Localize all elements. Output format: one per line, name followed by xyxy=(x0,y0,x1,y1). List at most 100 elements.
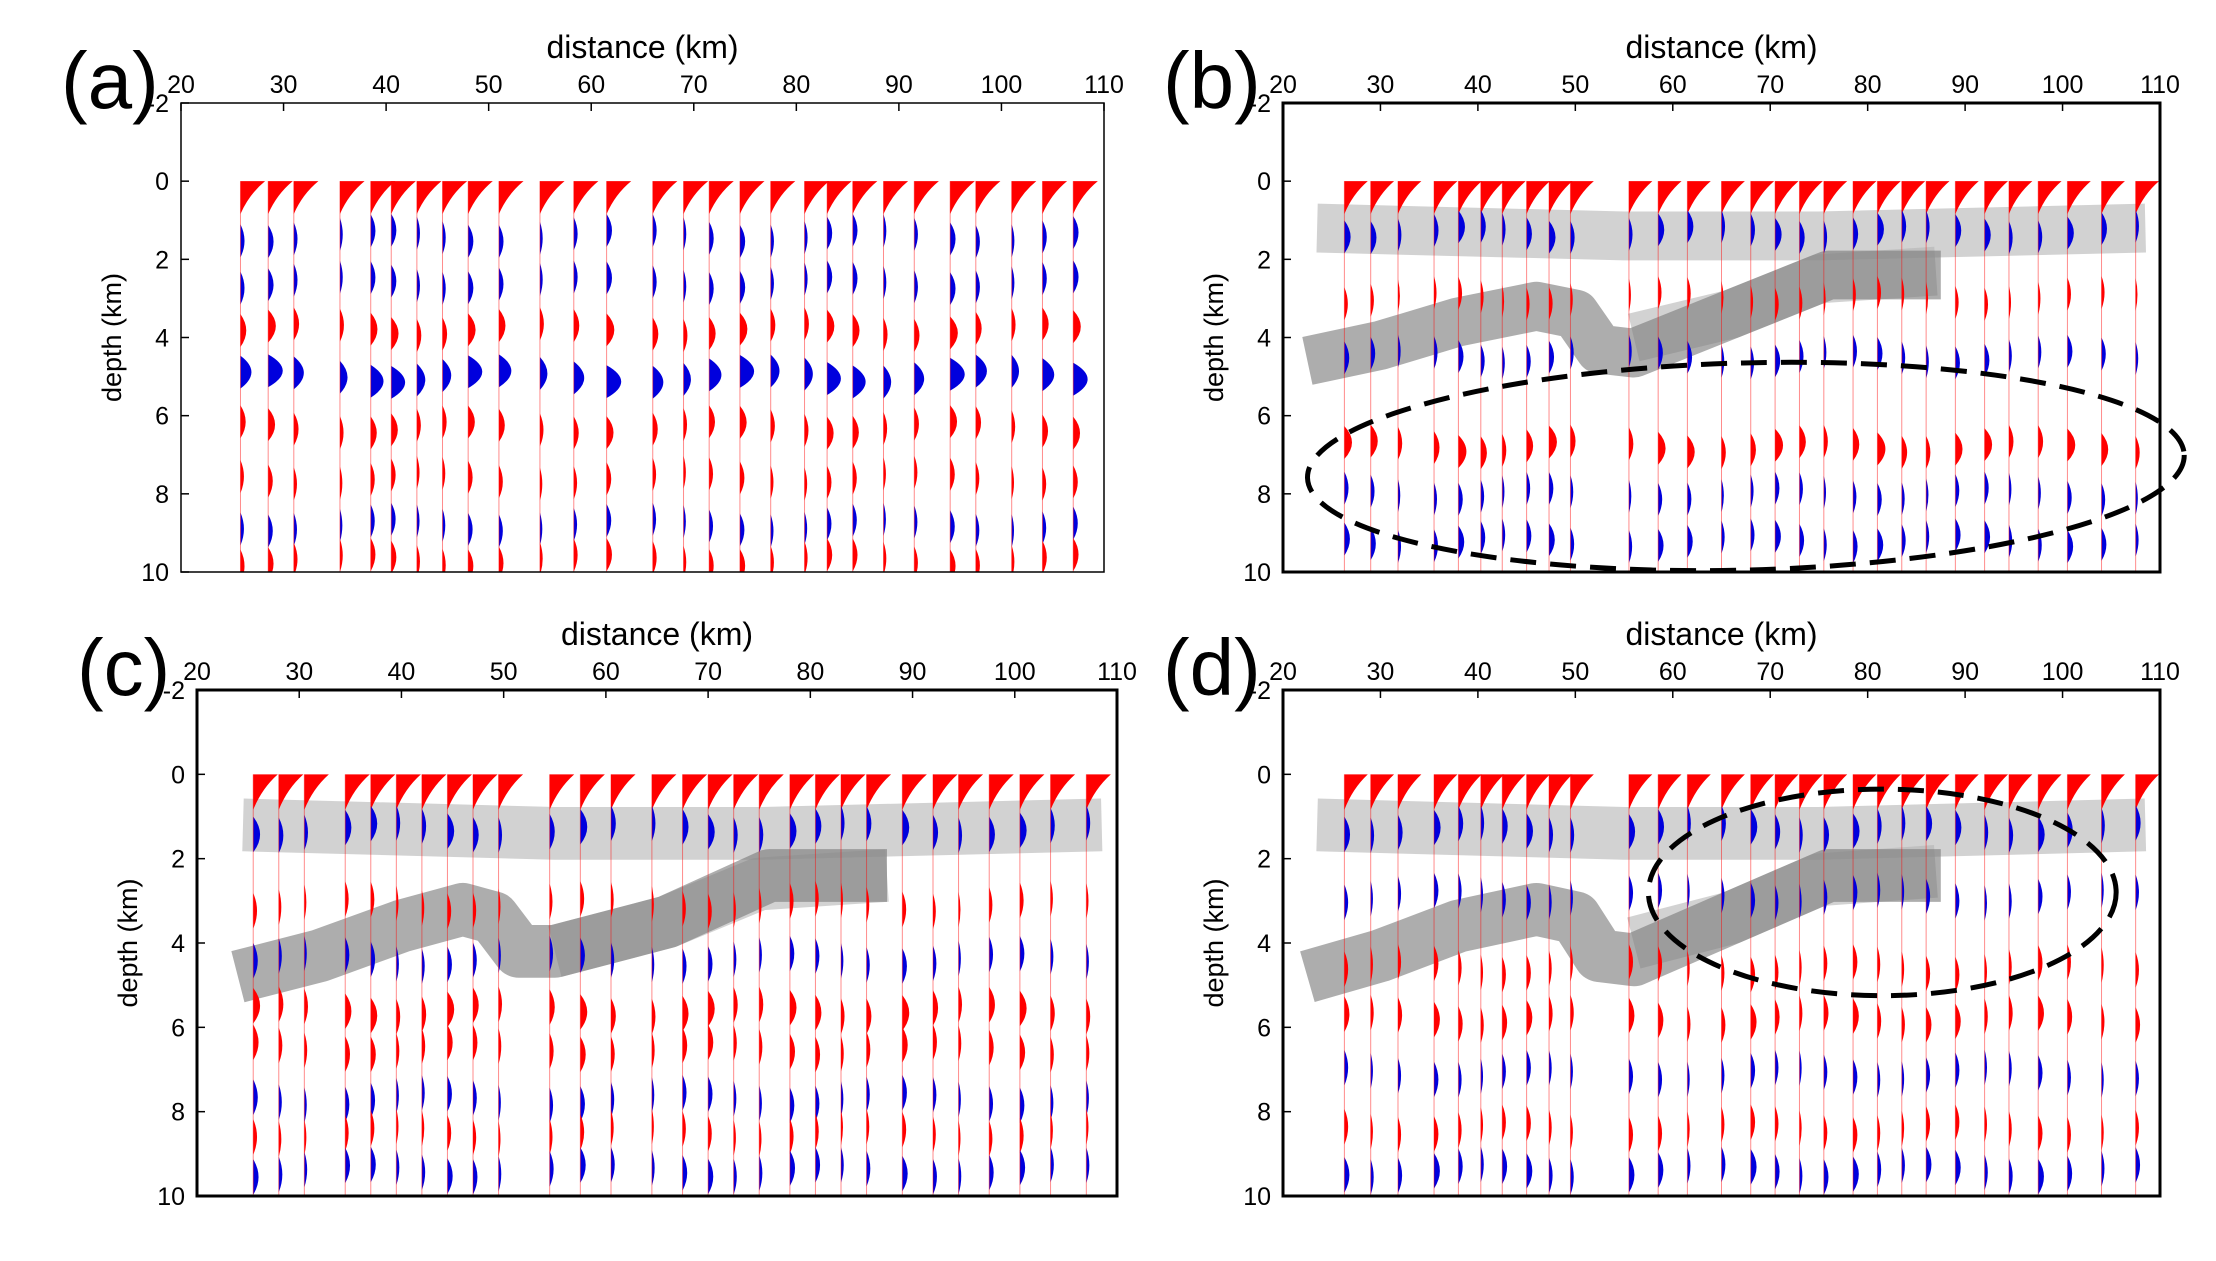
panel-d-trace-19-lobe-2 xyxy=(1853,813,1860,849)
panel-a-x-tick-label-5: 60 xyxy=(577,71,605,99)
panel-c-trace-14 xyxy=(651,774,677,1196)
panel-b-trace-10-lobe-1 xyxy=(1570,181,1594,214)
panel-a-trace-20-lobe-2 xyxy=(827,216,833,250)
panel-a-trace-4-lobe-5 xyxy=(339,360,348,394)
panel-c-trace-9-lobe-9 xyxy=(473,1159,478,1195)
panel-b-trace-21-lobe-6 xyxy=(1901,482,1905,516)
panel-d-trace-8-lobe-4 xyxy=(1526,955,1531,991)
panel-c-trace-20-lobe-6 xyxy=(815,1036,821,1073)
panel-a-trace-24-lobe-4 xyxy=(950,316,958,350)
panel-a-trace-1-lobe-3 xyxy=(240,271,245,305)
panel-b-trace-12-lobe-1 xyxy=(1658,181,1682,214)
panel-c-trace-17-lobe-8 xyxy=(733,1120,736,1156)
panel-d-trace-21-lobe-8 xyxy=(1901,1147,1905,1184)
panel-d-trace-19-lobe-6 xyxy=(1853,1059,1858,1095)
panel-a-trace-24-lobe-2 xyxy=(950,222,956,256)
panel-a-trace-7-lobe-1 xyxy=(416,181,442,214)
panel-d-trace-23-lobe-5 xyxy=(1955,1003,1961,1040)
panel-c-trace-18-lobe-5 xyxy=(759,986,764,1023)
panel-d-trace-17 xyxy=(1798,774,1823,1196)
panel-c-trace-19-lobe-9 xyxy=(789,1150,796,1186)
panel-b-trace-28-lobe-4 xyxy=(2101,337,2106,371)
panel-c-trace-2-lobe-6 xyxy=(278,1027,283,1064)
panel-a-trace-3-lobe-6 xyxy=(293,412,299,446)
panel-b-trace-20-lobe-3 xyxy=(1877,276,1882,309)
panel-a-trace-3-lobe-9 xyxy=(293,542,298,572)
panel-c-trace-29-lobe-1 xyxy=(1086,774,1111,810)
panel-c-trace-17-lobe-5 xyxy=(733,987,738,1023)
panel-a-trace-21-lobe-4 xyxy=(852,314,860,347)
panel-c-x-tick-label-6: 70 xyxy=(694,658,722,686)
panel-c-trace-9 xyxy=(472,774,498,1196)
panel-c-trace-3-lobe-5 xyxy=(304,988,308,1025)
panel-a-trace-26-lobe-5 xyxy=(1011,354,1020,388)
panel-a-trace-20-lobe-7 xyxy=(827,465,832,499)
panel-d-trace-25-lobe-1 xyxy=(2008,774,2033,810)
panel-b-trace-4-lobe-2 xyxy=(1434,214,1439,247)
panel-d-trace-9-lobe-7 xyxy=(1549,1109,1552,1146)
panel-d-trace-3-lobe-5 xyxy=(1397,997,1403,1033)
panel-d-y-tick-label-4: 4 xyxy=(1257,930,1271,958)
panel-a-trace-28 xyxy=(1072,181,1098,572)
panel-a-trace-28-lobe-9 xyxy=(1073,538,1079,572)
panel-c-trace-13-lobe-8 xyxy=(611,1110,614,1146)
panel-a-trace-16-lobe-8 xyxy=(709,509,714,543)
panel-a-trace-17-lobe-7 xyxy=(739,461,745,495)
panel-a-trace-18-lobe-6 xyxy=(770,409,775,443)
panel-c-trace-17 xyxy=(733,774,759,1196)
panel-c-trace-1-lobe-9 xyxy=(253,1159,259,1195)
panel-d-trace-20-lobe-7 xyxy=(1877,1115,1881,1151)
panel-d-trace-27-lobe-4 xyxy=(2067,944,2071,980)
panel-c-x-ticks: 20 30 40 50 60 70 80 90 100 110 xyxy=(183,658,1137,698)
panel-a-trace-17-lobe-9 xyxy=(739,549,746,572)
panel-d-trace-5-lobe-2 xyxy=(1458,805,1464,842)
panel-b-trace-29-lobe-5 xyxy=(2135,436,2140,469)
panel-a-trace-12-lobe-3 xyxy=(573,260,578,294)
panel-d-trace-17-lobe-3 xyxy=(1799,883,1802,920)
panel-a-trace-14-lobe-5 xyxy=(652,365,664,399)
panel-c-x-tick-label-8: 90 xyxy=(899,658,927,686)
panel-b-trace-2-lobe-2 xyxy=(1370,221,1377,255)
panel-a-trace-20-lobe-4 xyxy=(827,309,835,343)
panel-c-trace-19-lobe-5 xyxy=(789,990,797,1026)
panel-d-trace-11-lobe-1 xyxy=(1628,774,1653,810)
panel-d-trace-1-lobe-8 xyxy=(1344,1157,1350,1193)
panel-c-trace-15-lobe-1 xyxy=(682,774,708,810)
panel-a-trace-25-lobe-3 xyxy=(975,270,980,304)
panel-c-trace-23-lobe-2 xyxy=(902,809,910,846)
panel-a-trace-11-lobe-7 xyxy=(539,467,543,501)
panel-d-trace-12-lobe-1 xyxy=(1658,774,1682,810)
panel-c-trace-19-lobe-4 xyxy=(789,935,795,972)
panel-c-traces xyxy=(252,774,1111,1196)
panel-a-trace-11 xyxy=(539,181,565,572)
panel-b-trace-7-lobe-4 xyxy=(1502,346,1505,380)
panel-c-trace-11 xyxy=(549,774,575,1196)
panel-a-trace-25-lobe-1 xyxy=(975,181,1001,214)
panel-d-trace-8-lobe-6 xyxy=(1526,1050,1531,1086)
panel-a-trace-8-lobe-1 xyxy=(442,181,468,214)
panel-b-trace-27-lobe-2 xyxy=(2067,216,2074,250)
panel-a-trace-6-lobe-8 xyxy=(391,502,396,536)
panel-d-trace-26-lobe-3 xyxy=(2038,878,2043,915)
panel-c-trace-22-lobe-7 xyxy=(866,1076,870,1113)
panel-d-trace-22-lobe-2 xyxy=(1926,805,1933,842)
panel-b-trace-17-lobe-4 xyxy=(1799,340,1804,373)
panel-b-trace-23-lobe-2 xyxy=(1955,214,1962,247)
panel-c-trace-8-lobe-4 xyxy=(447,946,452,983)
panel-d-trace-13-lobe-4 xyxy=(1687,950,1690,987)
panel-a-trace-7-lobe-8 xyxy=(416,504,420,538)
panel-a-trace-26-lobe-2 xyxy=(1011,224,1015,258)
panel-a-trace-1-lobe-5 xyxy=(240,355,252,389)
panel-d-trace-12-lobe-4 xyxy=(1658,946,1663,982)
panel-a-trace-26-lobe-9 xyxy=(1011,545,1015,572)
panel-d-trace-5-lobe-1 xyxy=(1458,774,1482,810)
panel-a-trace-18-lobe-1 xyxy=(770,181,796,214)
panel-a-trace-20-lobe-8 xyxy=(827,507,832,541)
panel-b-trace-23-lobe-6 xyxy=(1955,474,1960,507)
panel-a-trace-20-lobe-5 xyxy=(827,362,841,396)
panel-c-trace-2-lobe-8 xyxy=(278,1121,282,1157)
panel-a-trace-5-lobe-7 xyxy=(370,463,375,496)
panel-a-trace-19-lobe-8 xyxy=(804,511,808,545)
panel-d-trace-23-lobe-6 xyxy=(1955,1052,1960,1088)
panel-a-trace-7-lobe-5 xyxy=(416,363,426,397)
